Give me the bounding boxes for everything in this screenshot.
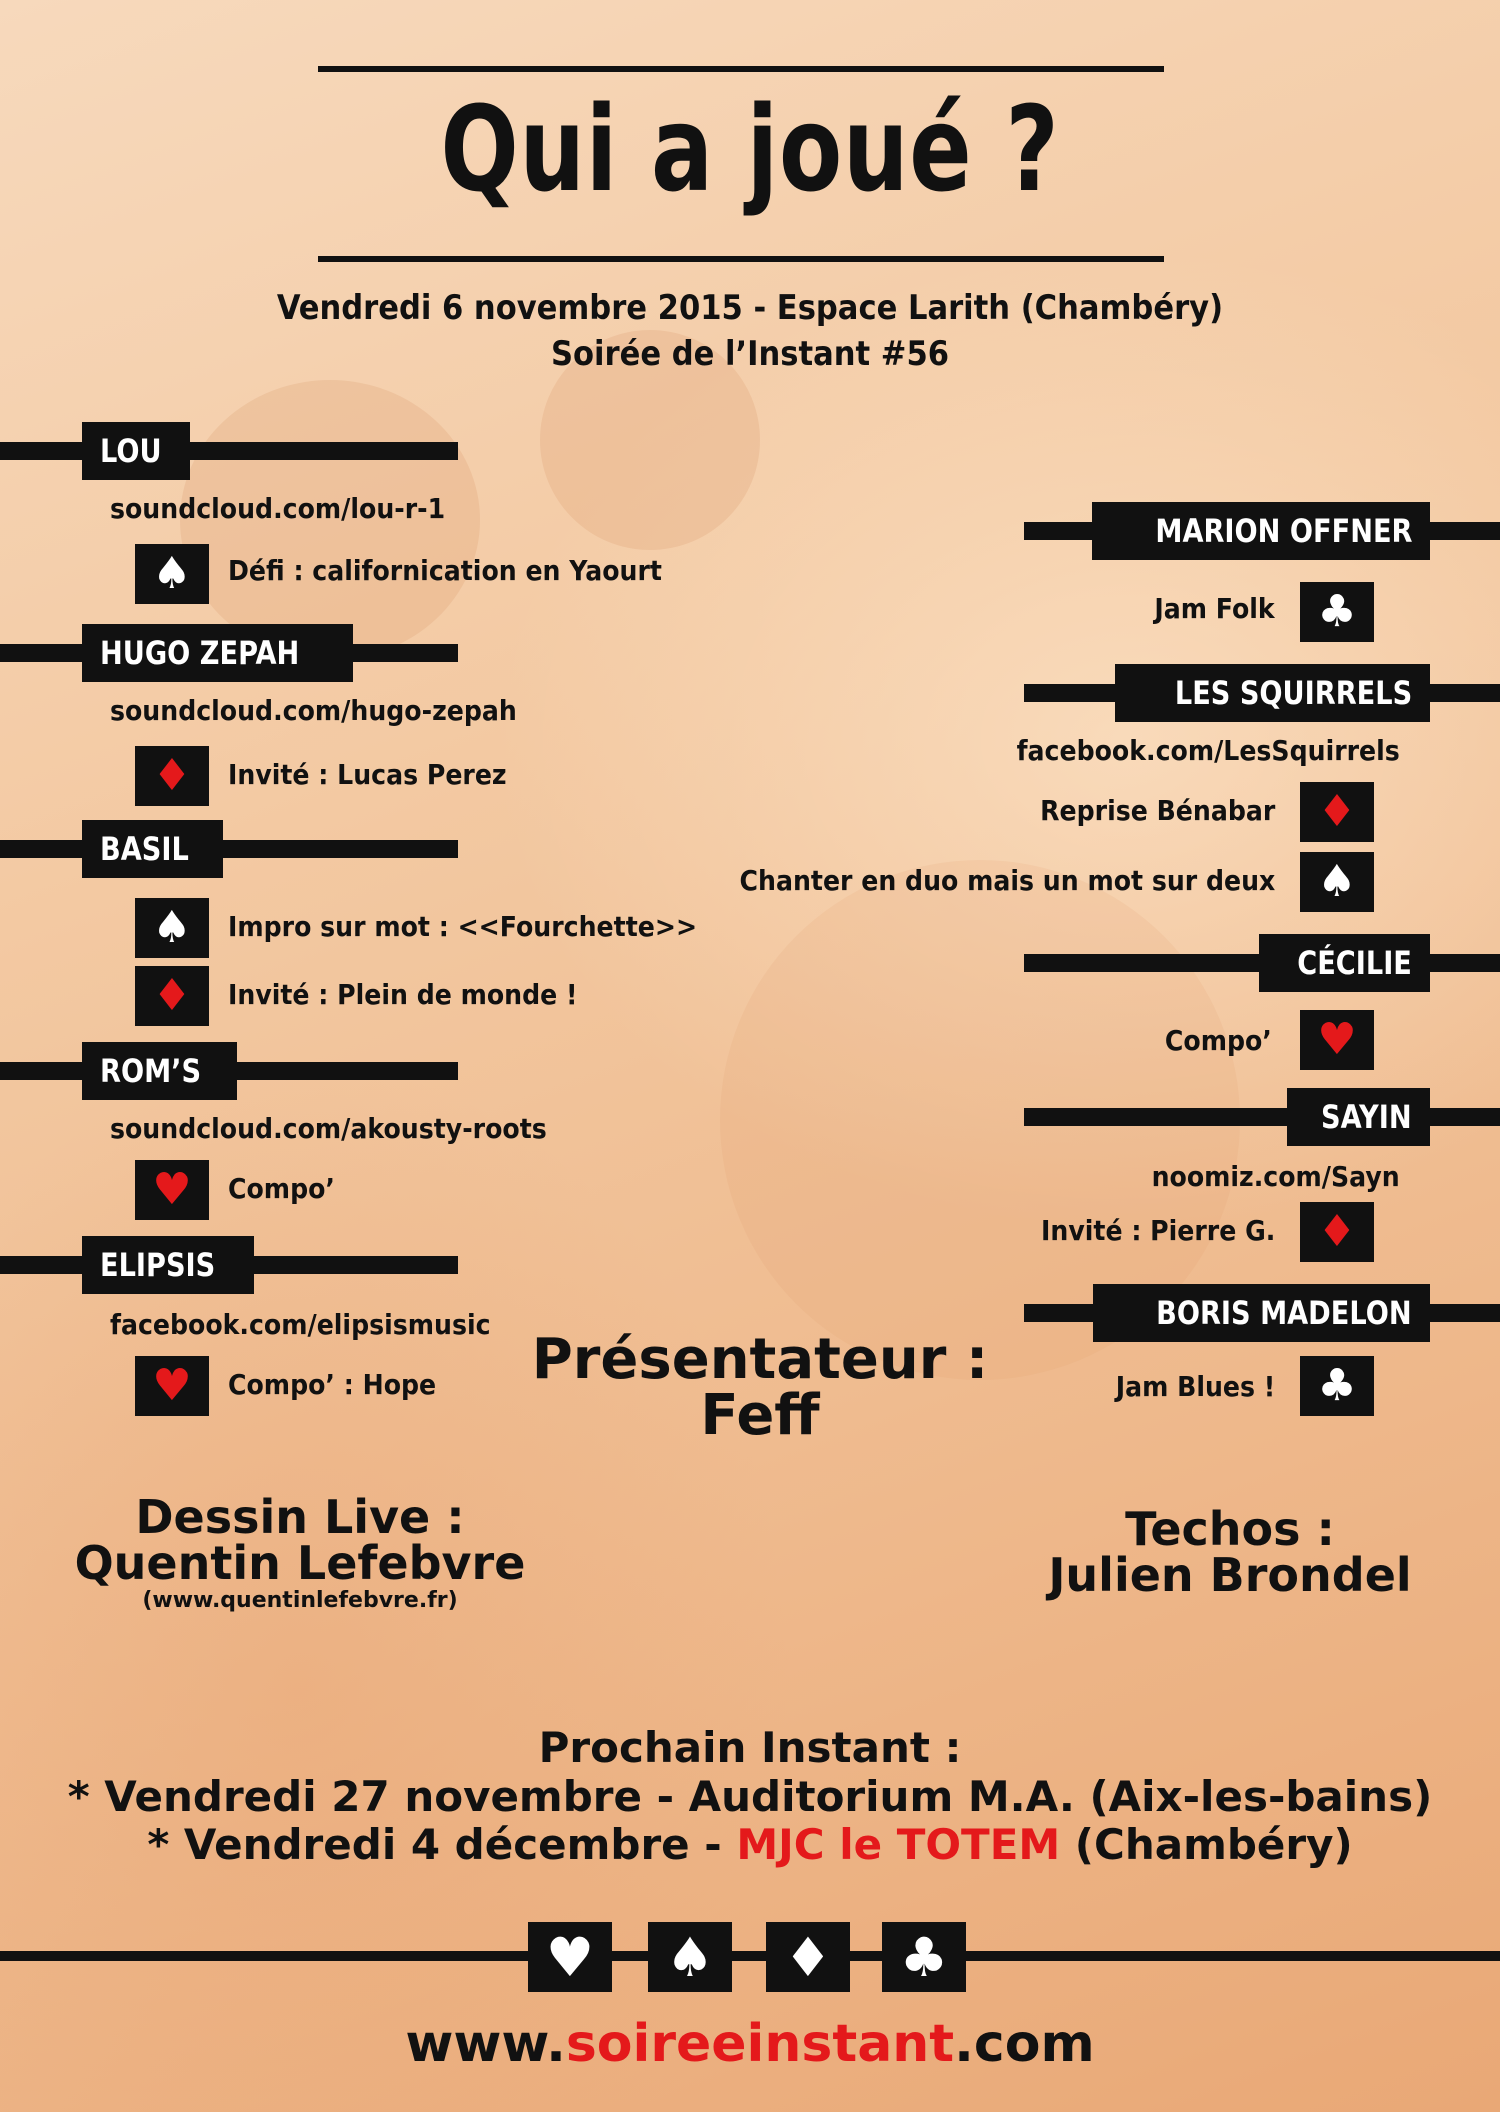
performance-note: Défi : californication en Yaourt [228, 554, 662, 587]
performance-note: Invité : Lucas Perez [228, 758, 507, 791]
page-title: Qui a joué ? [440, 80, 1060, 218]
next-event-heading: Prochain Instant : [538, 1723, 962, 1772]
performance-note: Chanter en duo mais un mot sur deux [739, 864, 1275, 897]
diamond-icon: ♦ [1300, 1202, 1374, 1262]
artist-link[interactable]: soundcloud.com/akousty-roots [110, 1112, 547, 1145]
drawing-label: Dessin Live : [135, 1490, 465, 1544]
event-date-venue: Vendredi 6 novembre 2015 - Espace Larith… [276, 288, 1224, 328]
artist-name-elipsis: ELIPSIS [82, 1236, 254, 1294]
techs-credit: Techos : Julien Brondel [980, 1506, 1480, 1598]
next-event-item: * Vendredi 4 décembre - MJC le TOTEM (Ch… [147, 1820, 1353, 1870]
diamond-icon: ♦ [135, 966, 209, 1026]
heart-icon: ♥ [135, 1356, 209, 1416]
spade-icon: ♠ [135, 898, 209, 958]
club-icon: ♣ [882, 1922, 966, 1992]
performance-note: Jam Folk [1154, 592, 1275, 625]
heart-icon: ♥ [1300, 1010, 1374, 1070]
name-bar [0, 840, 458, 858]
techs-label: Techos : [1125, 1502, 1335, 1556]
background-decoration [540, 330, 760, 550]
next-event-item: * Vendredi 27 novembre - Auditorium M.A.… [67, 1771, 1433, 1821]
website-link[interactable]: www.soireeinstant.com [405, 2014, 1095, 2074]
footer-rule [0, 1951, 1500, 1961]
artist-name-roms: ROM’S [82, 1042, 237, 1100]
drawing-website[interactable]: (www.quentinlefebvre.fr) [142, 1588, 458, 1613]
artist-name-boris-madelon: BORIS MADELON [1093, 1284, 1430, 1342]
spade-icon: ♠ [135, 544, 209, 604]
club-icon: ♣ [1300, 582, 1374, 642]
diamond-icon: ♦ [135, 746, 209, 806]
artist-link[interactable]: facebook.com/elipsismusic [110, 1308, 491, 1341]
performance-note: Compo’ : Hope [228, 1368, 437, 1401]
artist-link[interactable]: soundcloud.com/hugo-zepah [110, 694, 517, 727]
artist-link[interactable]: soundcloud.com/lou-r-1 [110, 492, 446, 525]
next-event-venue: MJC le TOTEM [736, 1820, 1061, 1870]
event-edition: Soirée de l’Instant #56 [550, 334, 950, 374]
artist-name-les-squirrels: LES SQUIRRELS [1114, 664, 1430, 722]
artist-name-basil: BASIL [82, 820, 223, 878]
artist-name-sayin: SAYIN [1287, 1088, 1430, 1146]
artist-link[interactable]: facebook.com/LesSquirrels [1016, 734, 1400, 767]
drawing-credit: Dessin Live : Quentin Lefebvre (www.quen… [40, 1494, 560, 1612]
club-icon: ♣ [1300, 1356, 1374, 1416]
presenter-label: Présentateur : [531, 1327, 989, 1392]
spade-icon: ♠ [1300, 852, 1374, 912]
artist-name-hugo-zepah: HUGO ZEPAH [82, 624, 353, 682]
performance-note: Invité : Plein de monde ! [228, 978, 578, 1011]
next-event-section: Prochain Instant : * Vendredi 27 novembr… [0, 1723, 1500, 1870]
diamond-icon: ♦ [1300, 782, 1374, 842]
title-bottom-rule [318, 256, 1164, 262]
performance-note: Compo’ [1164, 1024, 1272, 1057]
title-top-rule [318, 66, 1164, 72]
presenter-credit: Présentateur : Feff [500, 1332, 1020, 1444]
artist-name-marion-offner: MARION OFFNER [1091, 502, 1430, 560]
presenter-name: Feff [700, 1383, 820, 1448]
background-decoration [180, 380, 480, 660]
performance-note: Impro sur mot : <<Fourchette>> [228, 910, 698, 943]
performance-note: Jam Blues ! [1115, 1370, 1275, 1403]
spade-icon: ♠ [648, 1922, 732, 1992]
artist-name-cecilie: CÉCILIE [1259, 934, 1430, 992]
performance-note: Reprise Bénabar [1039, 794, 1275, 827]
name-bar [0, 442, 458, 460]
diamond-icon: ♦ [766, 1922, 850, 1992]
artist-link[interactable]: noomiz.com/Sayn [1151, 1160, 1400, 1193]
drawing-artist: Quentin Lefebvre [74, 1536, 526, 1590]
heart-icon: ♥ [135, 1160, 209, 1220]
performance-note: Invité : Pierre G. [1040, 1214, 1275, 1247]
techs-name: Julien Brondel [1048, 1548, 1412, 1602]
heart-icon: ♥ [528, 1922, 612, 1992]
artist-name-lou: LOU [82, 422, 191, 480]
performance-note: Compo’ [228, 1172, 336, 1205]
